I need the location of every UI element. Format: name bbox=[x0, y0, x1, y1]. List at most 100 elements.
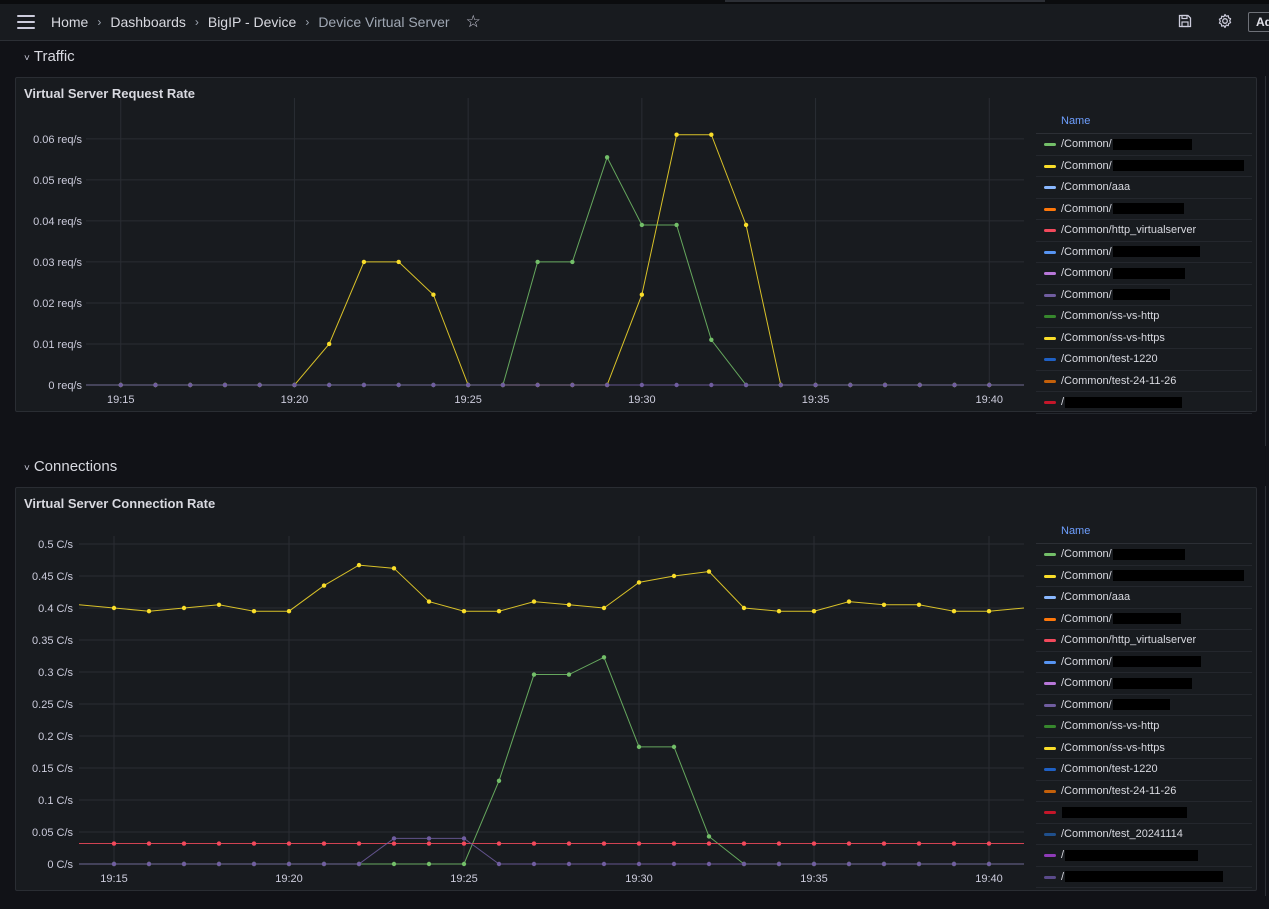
legend-item[interactable]: /Common/ bbox=[1036, 544, 1252, 566]
data-point[interactable] bbox=[146, 841, 152, 846]
breadcrumb-folder[interactable]: BigIP - Device bbox=[207, 14, 297, 30]
data-point[interactable] bbox=[251, 841, 257, 846]
data-point[interactable] bbox=[461, 836, 467, 841]
data-point[interactable] bbox=[461, 609, 467, 614]
legend-item[interactable]: /Common/ bbox=[1036, 695, 1252, 716]
save-icon[interactable] bbox=[1177, 13, 1193, 29]
data-point[interactable] bbox=[535, 259, 540, 265]
data-point[interactable] bbox=[776, 861, 782, 867]
legend-header[interactable]: Name bbox=[1036, 524, 1252, 544]
data-point[interactable] bbox=[181, 605, 187, 611]
data-point[interactable] bbox=[811, 609, 817, 614]
data-point[interactable] bbox=[496, 861, 502, 867]
data-point[interactable] bbox=[601, 655, 607, 660]
data-point[interactable] bbox=[811, 841, 817, 846]
data-point[interactable] bbox=[848, 382, 853, 388]
breadcrumb-dashboards[interactable]: Dashboards bbox=[110, 14, 186, 30]
series-line[interactable] bbox=[79, 837, 1024, 865]
data-point[interactable] bbox=[326, 341, 332, 347]
request-rate-panel[interactable]: Virtual Server Request Rate 0 req/s 0.01 … bbox=[15, 77, 1257, 414]
data-point[interactable] bbox=[188, 382, 193, 388]
data-point[interactable] bbox=[674, 382, 679, 388]
star-icon[interactable]: ☆ bbox=[465, 12, 481, 31]
data-point[interactable] bbox=[706, 569, 712, 574]
data-point[interactable] bbox=[951, 861, 957, 867]
series-line[interactable] bbox=[86, 155, 1024, 386]
data-point[interactable] bbox=[639, 292, 645, 297]
data-point[interactable] bbox=[776, 841, 782, 846]
data-point[interactable] bbox=[356, 841, 362, 846]
legend-item[interactable]: /Common/ss-vs-https bbox=[1036, 738, 1252, 759]
data-point[interactable] bbox=[396, 382, 401, 388]
legend-item[interactable]: /Common/test_20241114 bbox=[1036, 824, 1252, 845]
data-point[interactable] bbox=[671, 573, 677, 579]
data-point[interactable] bbox=[465, 382, 471, 388]
menu-icon[interactable] bbox=[17, 15, 35, 29]
data-point[interactable] bbox=[604, 155, 610, 160]
data-point[interactable] bbox=[146, 609, 152, 614]
legend-item[interactable]: /Common/ss-vs-https bbox=[1036, 328, 1252, 349]
legend-header[interactable]: Name bbox=[1036, 114, 1252, 134]
data-point[interactable] bbox=[321, 861, 327, 867]
data-point[interactable] bbox=[391, 861, 397, 867]
data-point[interactable] bbox=[916, 602, 922, 607]
data-point[interactable] bbox=[391, 836, 397, 841]
legend-item[interactable]: /Common/ss-vs-http bbox=[1036, 306, 1252, 328]
legend-item[interactable]: /Common/test-24-11-26 bbox=[1036, 371, 1252, 392]
data-point[interactable] bbox=[674, 132, 679, 137]
data-point[interactable] bbox=[531, 672, 537, 677]
legend-item[interactable]: /Common/ bbox=[1036, 199, 1252, 220]
connection-rate-panel[interactable]: Virtual Server Connection Rate 0 C/s 0.05… bbox=[15, 487, 1257, 891]
data-point[interactable] bbox=[111, 605, 117, 611]
data-point[interactable] bbox=[636, 841, 642, 846]
data-point[interactable] bbox=[153, 382, 158, 388]
data-point[interactable] bbox=[811, 861, 817, 867]
data-point[interactable] bbox=[286, 609, 292, 614]
data-point[interactable] bbox=[216, 841, 222, 846]
data-point[interactable] bbox=[251, 609, 257, 614]
legend-item[interactable]: /Common/ bbox=[1036, 242, 1252, 263]
data-point[interactable] bbox=[881, 602, 887, 607]
data-point[interactable] bbox=[846, 841, 852, 846]
data-point[interactable] bbox=[671, 744, 677, 750]
legend-item[interactable]: /Common/ bbox=[1036, 566, 1252, 587]
data-point[interactable] bbox=[706, 834, 712, 839]
data-point[interactable] bbox=[881, 861, 887, 867]
data-point[interactable] bbox=[986, 841, 992, 846]
series-line[interactable] bbox=[86, 134, 1024, 386]
data-point[interactable] bbox=[741, 605, 747, 611]
breadcrumb-home[interactable]: Home bbox=[51, 14, 89, 30]
data-point[interactable] bbox=[181, 861, 187, 867]
data-point[interactable] bbox=[846, 599, 852, 604]
legend-item[interactable]: /Common/ bbox=[1036, 652, 1252, 673]
data-point[interactable] bbox=[882, 382, 888, 388]
data-point[interactable] bbox=[671, 861, 677, 867]
data-point[interactable] bbox=[952, 382, 957, 388]
data-point[interactable] bbox=[639, 222, 645, 228]
data-point[interactable] bbox=[951, 841, 957, 846]
legend-item[interactable]: / bbox=[1036, 392, 1252, 414]
data-point[interactable] bbox=[356, 861, 362, 867]
series-line[interactable] bbox=[79, 656, 1024, 865]
data-point[interactable] bbox=[321, 583, 327, 588]
data-point[interactable] bbox=[496, 609, 502, 614]
add-button[interactable]: Ad bbox=[1248, 12, 1269, 32]
legend-item[interactable]: /Common/ bbox=[1036, 285, 1252, 306]
data-point[interactable] bbox=[881, 841, 887, 846]
data-point[interactable] bbox=[916, 841, 922, 846]
data-point[interactable] bbox=[257, 382, 262, 388]
legend-item[interactable]: /Common/ss-vs-http bbox=[1036, 716, 1252, 738]
data-point[interactable] bbox=[461, 861, 467, 867]
data-point[interactable] bbox=[743, 382, 749, 388]
request-rate-chart[interactable]: 0 req/s 0.01 req/s 0.02 req/s 0.03 req/s 0.0… bbox=[16, 78, 1036, 413]
data-point[interactable] bbox=[986, 861, 992, 867]
data-point[interactable] bbox=[216, 861, 222, 867]
legend-item[interactable] bbox=[1036, 802, 1252, 824]
legend-item[interactable]: /Common/ bbox=[1036, 609, 1252, 630]
data-point[interactable] bbox=[111, 861, 117, 867]
data-point[interactable] bbox=[601, 841, 607, 846]
data-point[interactable] bbox=[321, 841, 327, 846]
data-point[interactable] bbox=[396, 259, 401, 265]
data-point[interactable] bbox=[566, 672, 572, 677]
data-point[interactable] bbox=[292, 382, 297, 388]
